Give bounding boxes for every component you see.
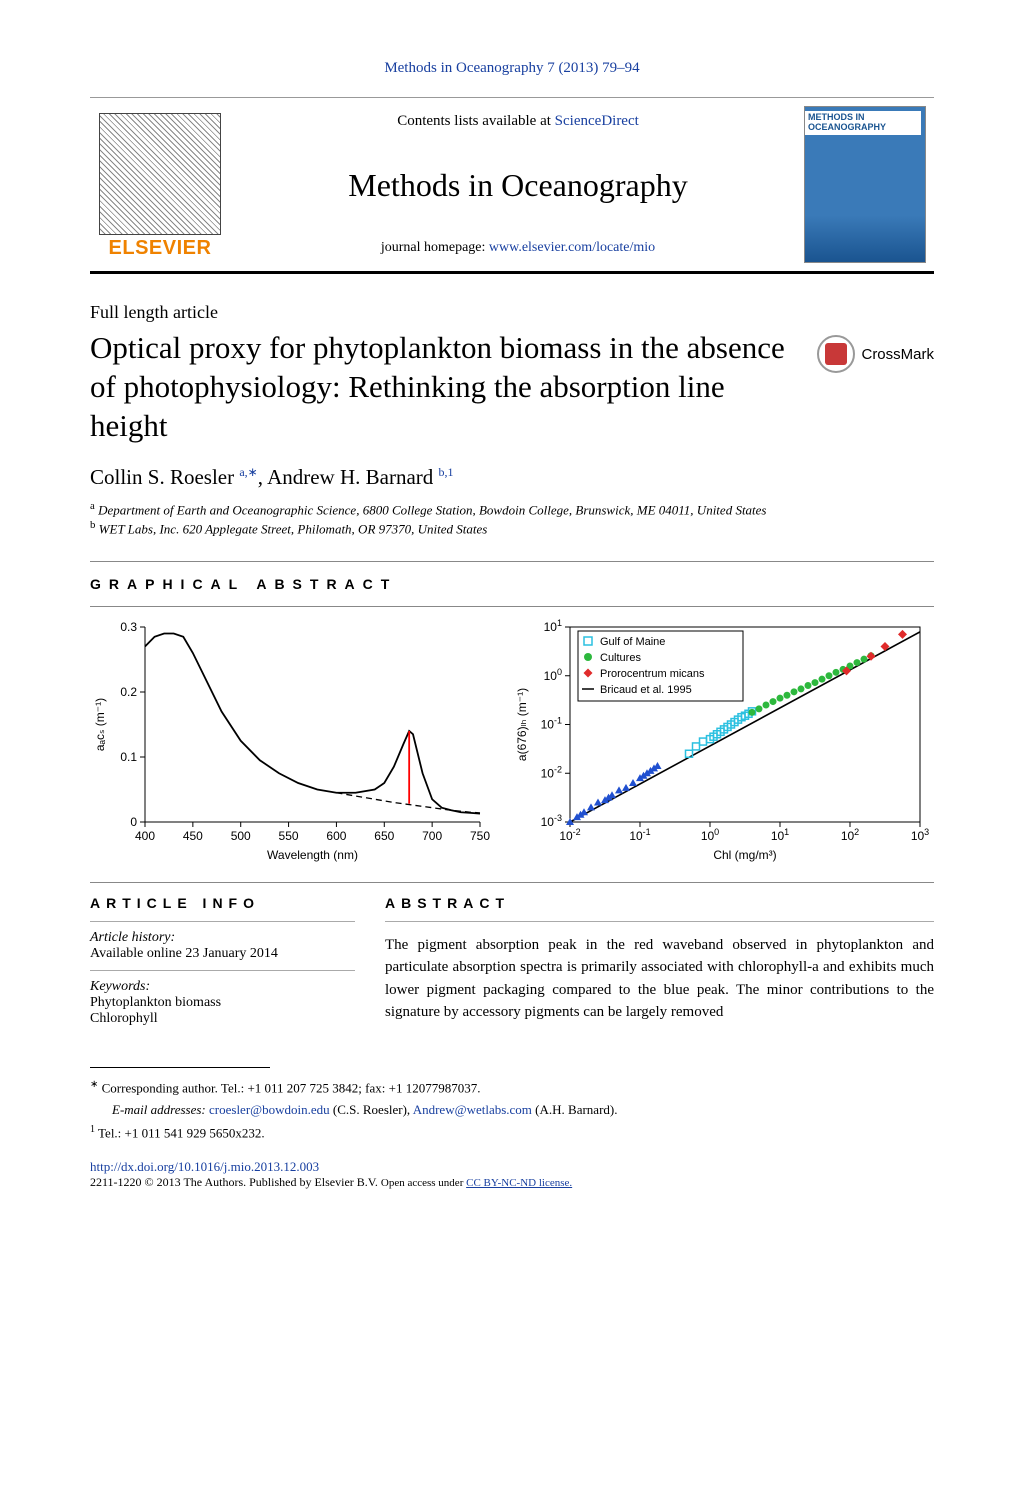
svg-text:500: 500	[231, 829, 251, 843]
svg-text:a(676)ₗₕ (m⁻¹): a(676)ₗₕ (m⁻¹)	[515, 688, 529, 761]
crossmark-label: CrossMark	[861, 346, 934, 363]
svg-text:650: 650	[374, 829, 394, 843]
article-type: Full length article	[90, 302, 934, 323]
svg-text:Cultures: Cultures	[600, 652, 641, 664]
rule	[90, 606, 934, 607]
svg-text:10-3: 10-3	[541, 813, 562, 829]
journal-name: Methods in Oceanography	[250, 167, 786, 204]
abstract-col: abstract The pigment absorption peak in …	[385, 895, 934, 1027]
doi-line: http://dx.doi.org/10.1016/j.mio.2013.12.…	[90, 1159, 934, 1175]
svg-text:Gulf of Maine: Gulf of Maine	[600, 636, 665, 648]
article-info-col: article info Article history: Available …	[90, 895, 355, 1027]
svg-text:400: 400	[135, 829, 155, 843]
svg-text:10-1: 10-1	[629, 827, 650, 843]
footnotes: ∗ Corresponding author. Tel.: +1 011 207…	[90, 1076, 934, 1145]
author-1-affil-link[interactable]: a,∗	[239, 465, 257, 479]
svg-text:0.2: 0.2	[120, 685, 137, 699]
article-info-label: article info	[90, 895, 355, 911]
affiliation-a: a Department of Earth and Oceanographic …	[90, 500, 934, 518]
title-row: Optical proxy for phytoplankton biomass …	[90, 329, 934, 445]
elsevier-logo-block: ELSEVIER	[90, 98, 240, 271]
authors: Collin S. Roesler a,∗, Andrew H. Barnard…	[90, 465, 934, 490]
header-middle: Contents lists available at ScienceDirec…	[240, 98, 796, 271]
footnote-tel: 1 Tel.: +1 011 541 929 5650x232.	[90, 1121, 934, 1144]
contents-line: Contents lists available at ScienceDirec…	[250, 113, 786, 130]
svg-text:450: 450	[183, 829, 203, 843]
chart-right: 10-210-110010110210310-310-210-1100101Gu…	[510, 617, 930, 867]
svg-text:aₐcₛ (m⁻¹): aₐcₛ (m⁻¹)	[93, 698, 107, 751]
affiliation-b: b WET Labs, Inc. 620 Applegate Street, P…	[90, 519, 934, 537]
svg-text:Bricaud et al. 1995: Bricaud et al. 1995	[600, 684, 692, 696]
svg-text:750: 750	[470, 829, 490, 843]
svg-text:101: 101	[771, 827, 789, 843]
homepage-link[interactable]: www.elsevier.com/locate/mio	[489, 240, 655, 255]
svg-text:0: 0	[130, 815, 137, 829]
svg-text:600: 600	[326, 829, 346, 843]
sciencedirect-link[interactable]: ScienceDirect	[555, 113, 639, 129]
homepage-line: journal homepage: www.elsevier.com/locat…	[250, 240, 786, 256]
svg-text:101: 101	[544, 618, 562, 634]
affiliations: a Department of Earth and Oceanographic …	[90, 500, 934, 537]
svg-text:700: 700	[422, 829, 442, 843]
journal-header: ELSEVIER Contents lists available at Sci…	[90, 97, 934, 274]
elsevier-label: ELSEVIER	[109, 237, 212, 260]
svg-text:103: 103	[911, 827, 929, 843]
doi-link[interactable]: http://dx.doi.org/10.1016/j.mio.2013.12.…	[90, 1159, 319, 1174]
svg-text:Chl (mg/m³): Chl (mg/m³)	[713, 848, 776, 862]
citation-header: Methods in Oceanography 7 (2013) 79–94	[90, 60, 934, 77]
crossmark-icon	[817, 335, 855, 373]
article-title: Optical proxy for phytoplankton biomass …	[90, 329, 797, 445]
svg-text:0.3: 0.3	[120, 620, 137, 634]
svg-text:10-1: 10-1	[541, 715, 562, 731]
scatter-log-chart: 10-210-110010110210310-310-210-1100101Gu…	[510, 617, 930, 867]
history-text: Available online 23 January 2014	[90, 946, 355, 962]
rule	[90, 970, 355, 971]
author-1-name: Collin S. Roesler	[90, 465, 234, 489]
abstract-text: The pigment absorption peak in the red w…	[385, 934, 934, 1024]
keyword-2: Chlorophyll	[90, 1011, 355, 1027]
svg-text:0.1: 0.1	[120, 750, 137, 764]
rule	[90, 921, 355, 922]
svg-text:550: 550	[279, 829, 299, 843]
rule	[90, 561, 934, 562]
author-2-affil-link[interactable]: b,1	[439, 465, 454, 479]
svg-text:Wavelength (nm): Wavelength (nm)	[267, 848, 358, 862]
footnote-rule	[90, 1067, 270, 1068]
contents-prefix: Contents lists available at	[397, 113, 554, 129]
journal-cover-block: METHODS IN OCEANOGRAPHY	[796, 98, 934, 271]
rule	[385, 921, 934, 922]
svg-text:10-2: 10-2	[559, 827, 580, 843]
svg-text:Prorocentrum micans: Prorocentrum micans	[600, 668, 705, 680]
email-link-1[interactable]: croesler@bowdoin.edu	[209, 1102, 330, 1117]
footnote-emails: E-mail addresses: croesler@bowdoin.edu (…	[90, 1099, 934, 1121]
keyword-1: Phytoplankton biomass	[90, 995, 355, 1011]
cover-image-label: METHODS IN OCEANOGRAPHY	[805, 111, 921, 135]
svg-text:10-2: 10-2	[541, 764, 562, 780]
copyright-line: 2211-1220 © 2013 The Authors. Published …	[90, 1175, 934, 1190]
page: Methods in Oceanography 7 (2013) 79–94 E…	[0, 0, 1024, 1230]
keywords-head: Keywords:	[90, 979, 355, 995]
crossmark-badge[interactable]: CrossMark	[817, 335, 934, 373]
homepage-prefix: journal homepage:	[381, 240, 489, 255]
svg-text:100: 100	[701, 827, 719, 843]
journal-cover-image: METHODS IN OCEANOGRAPHY	[804, 106, 926, 263]
svg-text:102: 102	[841, 827, 859, 843]
svg-text:100: 100	[544, 667, 562, 683]
elsevier-tree-icon	[99, 113, 221, 235]
graphical-abstract: 400 450 500 550 600 650 700 750 0 0.1 0.2 0.3 Wavele…	[90, 617, 934, 867]
abstract-label: abstract	[385, 895, 934, 911]
email-link-2[interactable]: Andrew@wetlabs.com	[413, 1102, 532, 1117]
history-head: Article history:	[90, 930, 355, 946]
graphical-abstract-label: graphical abstract	[90, 576, 934, 592]
license-link[interactable]: CC BY-NC-ND license.	[466, 1177, 572, 1189]
article-body-columns: article info Article history: Available …	[90, 882, 934, 1027]
author-2-name: Andrew H. Barnard	[267, 465, 433, 489]
absorption-spectrum-chart: 400 450 500 550 600 650 700 750 0 0.1 0.2 0.3 Wavele…	[90, 617, 490, 867]
footnote-corresponding: ∗ Corresponding author. Tel.: +1 011 207…	[90, 1076, 934, 1099]
chart-left: 400 450 500 550 600 650 700 750 0 0.1 0.2 0.3 Wavele…	[90, 617, 490, 867]
